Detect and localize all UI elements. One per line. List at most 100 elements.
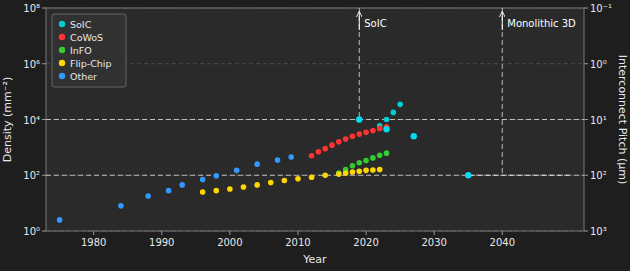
x-tick-label: 2030 [421,237,446,248]
x-tick [502,231,503,235]
point [309,153,315,159]
point [213,188,219,194]
plot-content [46,8,584,223]
point [465,172,471,178]
axes: 198019902000201020202030204010⁰10²10⁴10⁶… [23,3,612,248]
y-tick-label: 10² [23,170,40,181]
point [118,203,124,209]
y2-tick-label: 10² [590,170,607,181]
point [200,189,206,195]
point [295,176,301,182]
point [145,193,151,199]
legend-marker [59,73,65,79]
point [336,171,342,177]
point [275,157,281,163]
annotation-line [359,8,360,120]
y-tick-label: 10⁶ [23,59,40,70]
point [350,133,356,139]
y-axis-label: Density (mm⁻²) [1,77,14,163]
point [200,177,206,183]
point [322,146,328,152]
series [200,167,383,195]
x-tick [93,231,94,235]
reference-line [46,175,584,176]
point [356,131,362,137]
y2-tick-label: 10³ [590,226,607,237]
point [166,188,172,194]
legend-marker [59,47,65,53]
annotation-text: SoIC [364,18,386,29]
y2-tick-label: 10⁰ [590,59,607,70]
series [336,150,389,175]
point [234,168,240,174]
y-tick [42,119,46,120]
point [383,126,389,132]
x-tick-label: 2020 [353,237,378,248]
chart: 198019902000201020202030204010⁰10²10⁴10⁶… [0,0,630,271]
point [411,133,417,139]
x-tick-label: 1990 [149,237,174,248]
x-tick [297,231,298,235]
series [356,116,471,178]
y2-tick [584,119,588,120]
x-tick-label: 2000 [217,237,242,248]
y2-tick-label: 10¹ [590,115,607,126]
series [57,154,294,222]
y-tick-label: 10⁰ [23,226,40,237]
point [316,149,322,155]
point [384,150,390,156]
point [343,136,349,142]
point [391,110,397,116]
point [241,184,247,190]
point [370,167,376,173]
x-tick [229,231,230,235]
point [363,129,369,135]
x-tick-label: 2010 [285,237,310,248]
series [309,124,390,159]
legend-label: CoWoS [70,32,103,43]
x-axis-label: Year [302,253,327,266]
point [227,186,233,192]
point [350,169,356,175]
y-tick-label: 10⁴ [23,115,40,126]
point [370,128,376,134]
legend-label: InFO [70,45,92,56]
point [356,160,362,166]
point [268,180,274,186]
point [309,174,315,180]
point [57,217,63,223]
reference-segment [468,175,570,176]
point [377,126,383,132]
x-tick [366,231,367,235]
point [377,152,383,158]
y-tick [42,63,46,64]
point [322,172,328,178]
grid-line [46,63,584,64]
legend-box [52,14,126,87]
legend: SoICCoWoSInFOFlip-ChipOther [52,14,126,87]
annotation-text: Monolithic 3D [507,18,576,29]
y2-axis-label: Interconnect Pitch (μm) [616,55,629,185]
point [329,142,335,148]
legend-marker [59,21,65,27]
point [254,161,260,167]
y2-tick [584,63,588,64]
y-tick [42,175,46,176]
point [350,163,356,169]
point [343,170,349,176]
grid [46,8,584,231]
annotation-arrow [502,12,503,30]
frame [46,8,584,231]
point [370,155,376,161]
point [356,116,362,122]
y-tick [42,8,46,9]
point [397,102,403,108]
y2-tick [584,231,588,232]
x-tick [161,231,162,235]
point [282,178,288,184]
legend-label: Other [70,71,97,82]
legend-label: SoIC [70,19,92,30]
point [363,168,369,174]
grid-line [46,175,584,176]
y2-tick [584,8,588,9]
